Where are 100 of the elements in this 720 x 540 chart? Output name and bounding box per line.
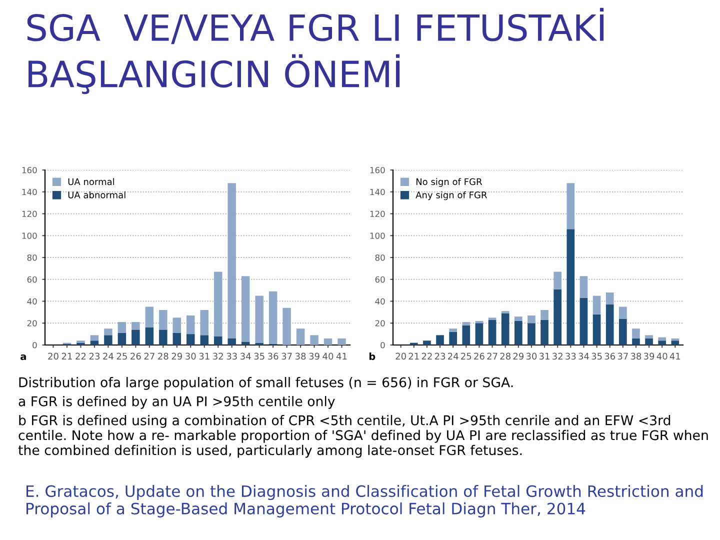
- x-tick-label: 34: [240, 352, 251, 360]
- bar: [423, 340, 431, 345]
- y-tick-label: 0: [32, 342, 37, 348]
- legend-label: No sign of FGR: [416, 178, 482, 187]
- x-tick-label: 25: [116, 352, 127, 360]
- text: E. Gratacos, Update on the Diagnosis and Classification of Fetal Growth Restriction and Proposal of a Stage-Based Management Protocol Fetal Diagn Ther, 2014: [26, 485, 703, 518]
- bar: [580, 298, 588, 345]
- bar: [592, 314, 601, 345]
- bar: [268, 291, 278, 344]
- bar: [159, 310, 168, 330]
- legend-label: UA normal: [68, 178, 114, 186]
- bar: [554, 272, 562, 290]
- x-tick-label: 39: [309, 352, 320, 360]
- x-tick-label: 20: [48, 352, 58, 360]
- bar: [528, 315, 536, 324]
- x-tick-label: 23: [89, 352, 100, 360]
- bar: [606, 292, 614, 305]
- x-tick-label: 39: [644, 352, 654, 360]
- y-tick-label: 140: [22, 188, 37, 196]
- bar: [488, 320, 496, 345]
- bar: [214, 272, 222, 336]
- x-tick-label: 24: [103, 352, 114, 360]
- text: Distribution ofa large population of small fetuses (n = 656) in FGR or SGA.: [19, 377, 513, 390]
- x-tick-label: 29: [513, 352, 524, 360]
- x-tick-label: 23: [434, 352, 446, 360]
- bar: [104, 335, 112, 345]
- bar: [145, 306, 154, 328]
- bar: [632, 328, 640, 338]
- x-tick-label: 31: [199, 352, 210, 360]
- x-tick-label: 22: [422, 352, 432, 360]
- chart-title: SGA VE/VEYA FGR LI FETUSTAKİ BAŞLANGICIN ÖNEMİ: [27, 8, 604, 94]
- x-tick-label: 40: [322, 352, 334, 360]
- bar: [436, 335, 444, 345]
- x-tick-label: 28: [158, 352, 168, 360]
- x-tick-label: 36: [604, 352, 616, 360]
- bar: [566, 183, 575, 230]
- legend-label: Any sign of FGR: [416, 191, 487, 200]
- x-tick-label: 41: [670, 352, 680, 360]
- x-tick-label: 33: [566, 352, 576, 360]
- x-tick-label: 37: [282, 352, 292, 360]
- bar: [200, 310, 208, 336]
- bar: [338, 338, 346, 345]
- bar: [580, 276, 588, 298]
- x-tick-label: 24: [448, 352, 458, 360]
- x-tick-label: 32: [213, 352, 223, 360]
- y-tick-label: 140: [370, 188, 385, 196]
- bar: [118, 332, 126, 345]
- x-tick-label: 20: [396, 352, 406, 360]
- bar: [540, 310, 548, 320]
- bar: [658, 340, 666, 345]
- x-tick-label: 28: [500, 352, 510, 360]
- bar: [618, 306, 627, 319]
- x-tick-label: 32: [552, 352, 562, 360]
- bar: [324, 338, 332, 345]
- x-tick-label: 38: [630, 352, 642, 360]
- bar: [514, 316, 522, 321]
- bar: [658, 337, 666, 341]
- bar: [228, 183, 236, 338]
- x-tick-label: 30: [526, 352, 537, 360]
- bar: [282, 308, 291, 345]
- bar: [132, 330, 140, 345]
- x-tick-label: 40: [656, 352, 668, 360]
- bar: [172, 318, 182, 333]
- bar: [200, 335, 208, 345]
- bar: [104, 328, 112, 336]
- y-tick-label: 160: [370, 166, 385, 174]
- y-tick-label: 100: [370, 232, 385, 239]
- bar: [514, 320, 522, 345]
- bar: [90, 335, 99, 341]
- x-tick-label: 35: [254, 352, 264, 360]
- text: b: [369, 352, 376, 360]
- bar: [528, 323, 536, 345]
- bar: [228, 338, 236, 345]
- bar: [462, 325, 470, 345]
- x-tick-label: 26: [130, 352, 141, 360]
- bar: [132, 322, 140, 330]
- x-tick-label: 21: [408, 352, 419, 360]
- x-tick-label: 25: [461, 352, 472, 360]
- bar: [606, 304, 614, 345]
- y-tick-label: 20: [375, 320, 385, 326]
- x-tick-label: 35: [592, 352, 602, 360]
- x-tick-label: 21: [62, 352, 72, 360]
- bar: [214, 336, 222, 345]
- bar: [145, 328, 154, 345]
- y-tick-label: 60: [27, 276, 37, 283]
- y-tick-label: 60: [375, 276, 385, 283]
- bar: [501, 313, 510, 345]
- bar: [618, 318, 627, 345]
- legend-label: UA abnormal: [68, 191, 126, 198]
- y-tick-label: 0: [380, 342, 385, 348]
- bar: [671, 340, 680, 345]
- x-tick-label: 30: [186, 352, 196, 360]
- bar: [671, 338, 680, 341]
- bar: [645, 335, 653, 338]
- x-tick-label: 34: [578, 352, 589, 360]
- bar: [172, 332, 182, 345]
- bar: [462, 322, 470, 326]
- x-tick-label: 38: [295, 352, 306, 360]
- bar: [592, 296, 601, 314]
- bar: [540, 320, 548, 345]
